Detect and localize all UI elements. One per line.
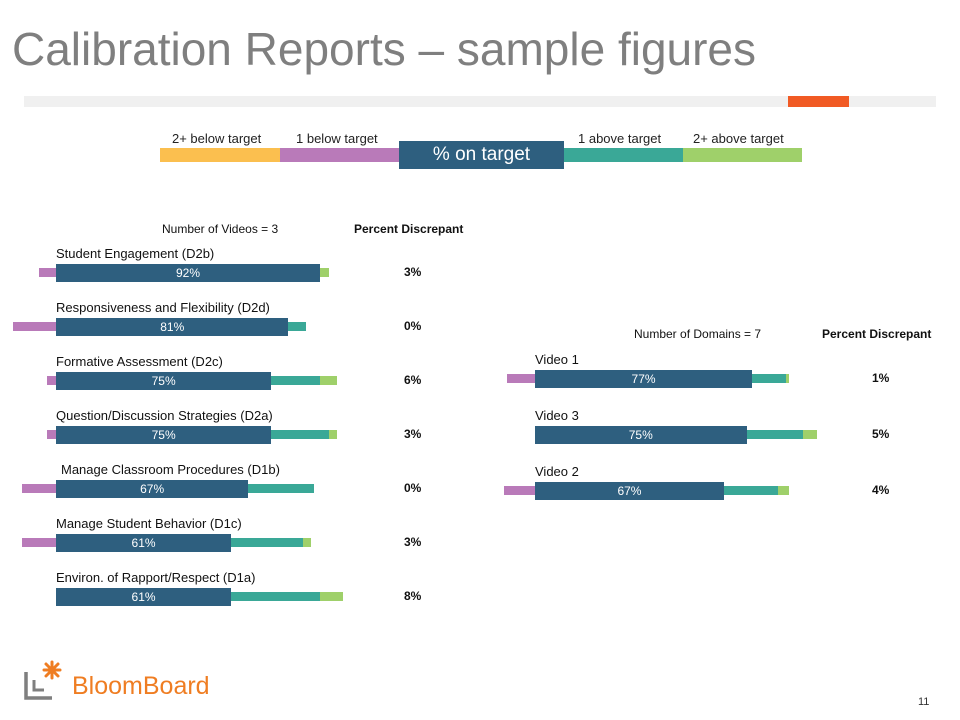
- chart-header-discrepant: Percent Discrepant: [822, 327, 932, 341]
- bar-segment-one-below: [38, 268, 56, 277]
- row-label: Video 1: [535, 352, 579, 367]
- legend-label-one-above: 1 above target: [578, 131, 662, 146]
- legend-swatch-one-above: [564, 148, 683, 162]
- bar-segment-one-above: [248, 484, 315, 493]
- bar-segment-one-below: [12, 322, 56, 331]
- bar-segment-two-above: [302, 538, 312, 547]
- bar-segment-two-above: [320, 268, 329, 277]
- bar-segment-one-above: [288, 322, 306, 331]
- bar-segment-on-target: 67%: [56, 480, 249, 498]
- percent-discrepant-value: 4%: [872, 483, 890, 497]
- bar-segment-two-above: [328, 430, 338, 439]
- chart-header-discrepant: Percent Discrepant: [354, 222, 464, 236]
- bar-segment-on-target: 81%: [56, 318, 289, 336]
- bar-segment-on-target: 61%: [56, 534, 232, 552]
- bar-segment-two-above: [320, 592, 343, 601]
- row-label: Environ. of Rapport/Respect (D1a): [56, 570, 256, 585]
- bloomboard-logo-text: BloomBoard: [72, 672, 210, 700]
- legend-swatch-two-below: [160, 148, 280, 162]
- bar-segment-one-above: [271, 430, 329, 439]
- bar-segment-one-above: [231, 538, 303, 547]
- bar-segment-one-below: [47, 430, 56, 439]
- bar-segment-on-target: 92%: [56, 264, 321, 282]
- bar-segment-two-above: [777, 486, 789, 495]
- legend-label-two-below: 2+ below target: [172, 131, 262, 146]
- row-label: Responsiveness and Flexibility (D2d): [56, 300, 270, 315]
- row-label: Question/Discussion Strategies (D2a): [56, 408, 273, 423]
- bar-segment-one-below: [503, 486, 535, 495]
- percent-discrepant-value: 3%: [404, 535, 422, 549]
- row-label: Formative Assessment (D2c): [56, 354, 223, 369]
- row-label: Video 2: [535, 464, 579, 479]
- title-underline: [24, 96, 936, 107]
- bar-segment-one-above: [231, 592, 321, 601]
- chart-header-count: Number of Videos = 3: [162, 222, 279, 236]
- bar-segment-two-above: [320, 376, 338, 385]
- legend-swatch-two-above: [683, 148, 802, 162]
- percent-discrepant-value: 1%: [872, 371, 890, 385]
- page-title: Calibration Reports – sample figures: [12, 23, 757, 75]
- bar-segment-on-target: 75%: [56, 372, 272, 390]
- bar-segment-one-below: [21, 484, 56, 493]
- legend-label-two-above: 2+ above target: [693, 131, 784, 146]
- bar-segment-one-below: [21, 538, 56, 547]
- title-accent-bar: [788, 96, 849, 107]
- percent-discrepant-value: 0%: [404, 319, 422, 333]
- percent-discrepant-value: 0%: [404, 481, 422, 495]
- percent-discrepant-value: 5%: [872, 427, 890, 441]
- page-number: 11: [918, 696, 930, 708]
- bar-segment-on-target: 77%: [535, 370, 753, 388]
- bar-segment-one-below: [506, 374, 535, 383]
- bar-segment-on-target: 67%: [535, 482, 724, 500]
- row-label: Manage Classroom Procedures (D1b): [61, 462, 280, 477]
- bar-segment-one-above: [752, 374, 786, 383]
- bar-segment-one-above: [271, 376, 321, 385]
- percent-discrepant-value: 6%: [404, 373, 422, 387]
- legend-swatch-on-target: % on target: [399, 141, 564, 169]
- bar-segment-two-above: [802, 430, 817, 439]
- bar-segment-on-target: 75%: [535, 426, 747, 444]
- bloomboard-logo: [24, 660, 62, 700]
- legend-swatch-one-below: [280, 148, 399, 162]
- bar-segment-one-above: [746, 430, 803, 439]
- legend-label-one-below: 1 below target: [296, 131, 378, 146]
- row-label: Video 3: [535, 408, 579, 423]
- bar-segment-on-target: 61%: [56, 588, 232, 606]
- row-label: Manage Student Behavior (D1c): [56, 516, 242, 531]
- percent-discrepant-value: 8%: [404, 589, 422, 603]
- chart-header-count: Number of Domains = 7: [634, 327, 762, 341]
- row-label: Student Engagement (D2b): [56, 246, 215, 261]
- bar-segment-two-above: [785, 374, 789, 383]
- bar-segment-one-above: [723, 486, 778, 495]
- percent-discrepant-value: 3%: [404, 427, 422, 441]
- bar-segment-on-target: 75%: [56, 426, 272, 444]
- percent-discrepant-value: 3%: [404, 265, 422, 279]
- bar-segment-one-below: [47, 376, 56, 385]
